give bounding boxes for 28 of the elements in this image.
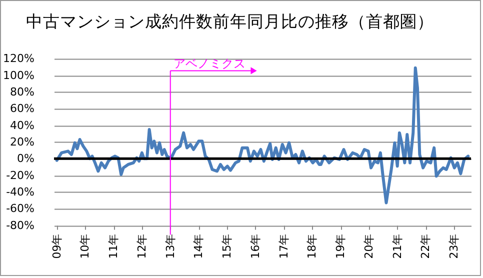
y-tick-label: 60%: [10, 102, 34, 116]
y-tick-label: 100%: [3, 68, 34, 82]
y-tick-label: 120%: [3, 52, 34, 66]
y-tick-label: 80%: [10, 86, 34, 99]
x-tick-label: 11年: [107, 234, 120, 259]
ref-line-label: アベノミクス: [173, 56, 246, 71]
x-tick-label: 09年: [50, 234, 64, 259]
x-tick-label: 19年: [334, 234, 348, 259]
y-tick-label: 40%: [10, 118, 34, 132]
x-tick-label: 13年: [164, 234, 177, 259]
x-tick-label: 16年: [248, 234, 262, 259]
y-tick-label: 20%: [10, 136, 34, 148]
y-tick-label: -20%: [6, 168, 34, 182]
x-tick-label: 14年: [192, 234, 206, 259]
x-tick-label: 17年: [277, 234, 290, 259]
y-tick-label: 0%: [17, 152, 34, 166]
y-tick-label: -60%: [6, 202, 34, 216]
x-tick-label: 15年: [220, 234, 234, 259]
x-tick-label: 12年: [135, 234, 148, 259]
x-tick-label: 23年: [448, 234, 461, 259]
y-tick-label: -80%: [6, 218, 34, 232]
y-tick-label: -40%: [6, 185, 34, 198]
x-tick-label: 20年: [362, 234, 376, 259]
x-tick-label: 18年: [306, 234, 319, 259]
x-tick-label: 21年: [390, 234, 404, 259]
chart-title: 中古マンション成約件数前年同月比の推移（首都圏）: [26, 12, 434, 32]
x-tick-label: 10年: [78, 234, 92, 259]
x-tick-label: 22年: [419, 234, 432, 259]
